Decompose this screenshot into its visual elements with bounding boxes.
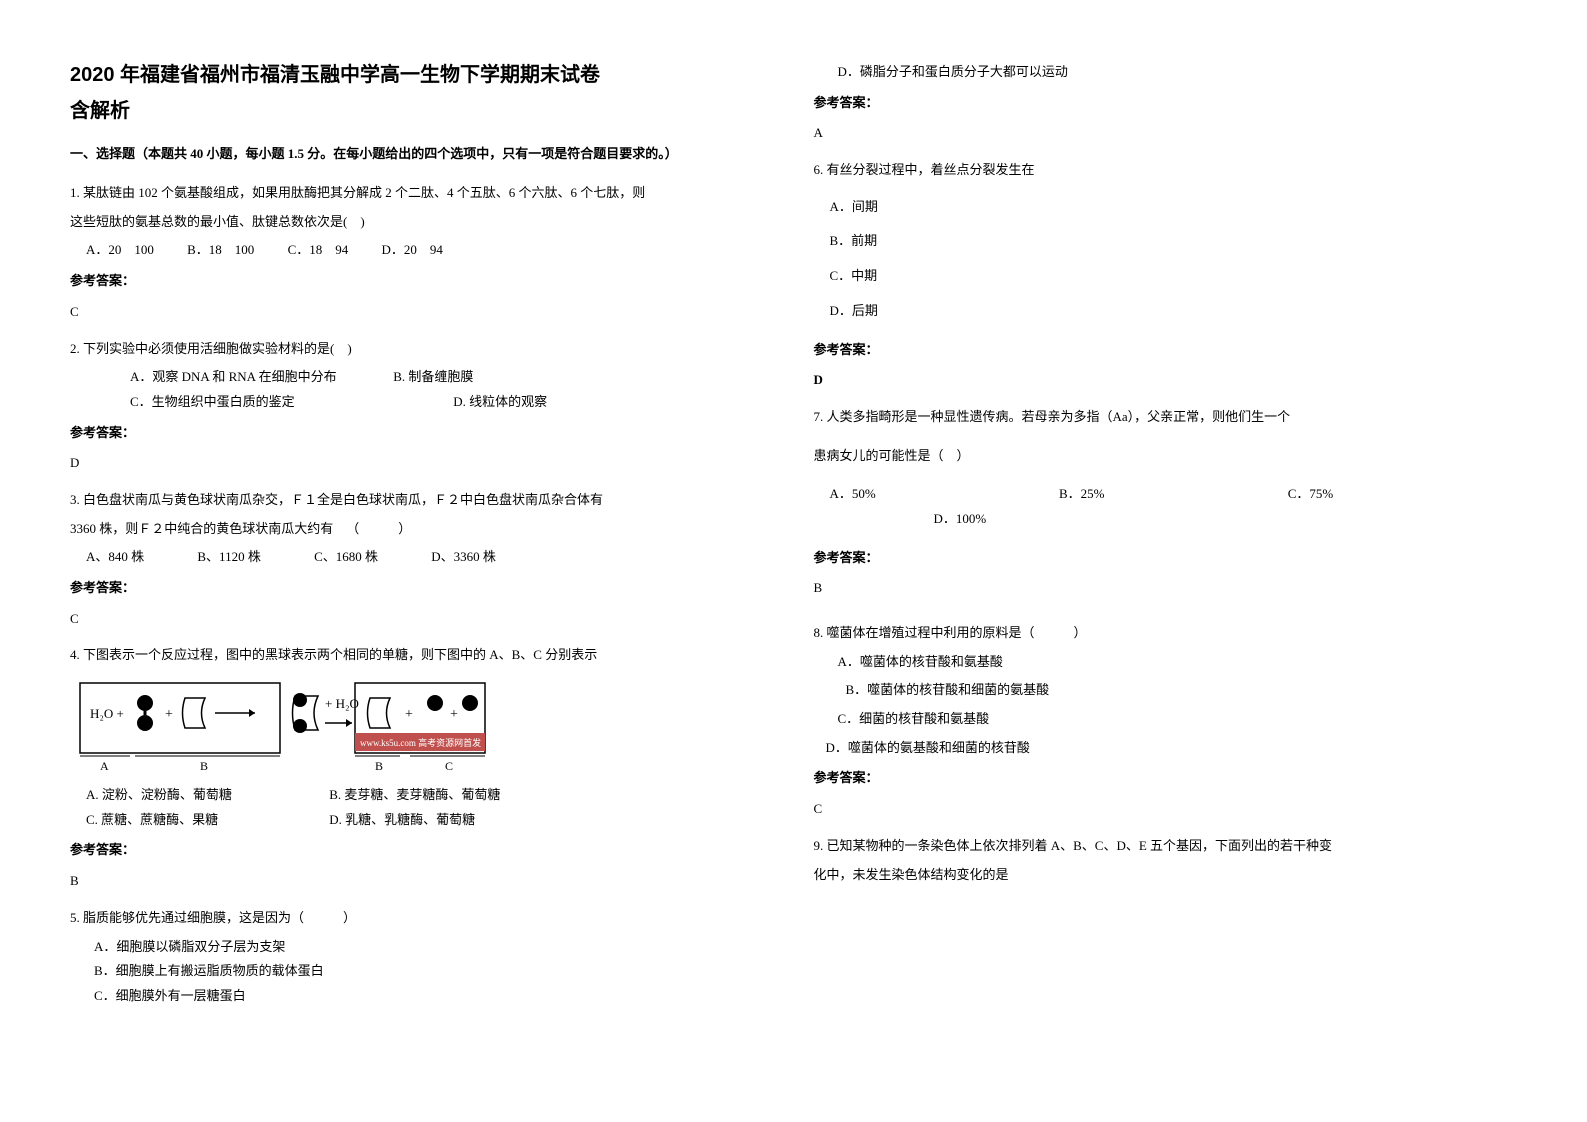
q8-opt-d: D．噬菌体的氨基酸和细菌的核苷酸: [814, 736, 1518, 761]
q1-options: A．20 100 B．18 100 C．18 94 D．20 94: [70, 238, 774, 263]
q3-text-2: 3360 株，则Ｆ２中纯合的黄色球状南瓜大约有 （ ）: [70, 517, 774, 542]
q5-opt-a: A．细胞膜以磷脂双分子层为支架: [94, 935, 774, 960]
question-5-start: 5. 脂质能够优先通过细胞膜，这是因为（ ） A．细胞膜以磷脂双分子层为支架 B…: [70, 906, 774, 1009]
q5-text: 5. 脂质能够优先通过细胞膜，这是因为（ ）: [70, 906, 774, 931]
q2-options-row1: A．观察 DNA 和 RNA 在细胞中分布 B. 制备缠胞膜: [70, 365, 774, 390]
question-4: 4. 下图表示一个反应过程，图中的黑球表示两个相同的单糖，则下图中的 A、B、C…: [70, 643, 774, 893]
question-9: 9. 已知某物种的一条染色体上依次排列着 A、B、C、D、E 五个基因，下面列出…: [814, 834, 1518, 887]
q1-opt-b: B．18 100: [187, 238, 254, 263]
q2-text: 2. 下列实验中必须使用活细胞做实验材料的是( ): [70, 337, 774, 362]
q9-text-1: 9. 已知某物种的一条染色体上依次排列着 A、B、C、D、E 五个基因，下面列出…: [814, 834, 1518, 859]
q2-opt-c: C．生物组织中蛋白质的鉴定: [130, 390, 390, 415]
svg-text:+: +: [165, 707, 173, 722]
q4-answer: B: [70, 869, 774, 894]
q8-opt-a: A．噬菌体的核苷酸和氨基酸: [814, 650, 1518, 675]
svg-text:B: B: [375, 759, 383, 773]
question-5-cont: D．磷脂分子和蛋白质分子大都可以运动 参考答案： A: [814, 60, 1518, 146]
q8-opt-b: B．噬菌体的核苷酸和细菌的氨基酸: [814, 678, 1518, 703]
q6-answer-label: 参考答案：: [814, 338, 1518, 363]
svg-text:www.ks5u.com 高考资源网首发: www.ks5u.com 高考资源网首发: [360, 737, 481, 748]
q1-opt-d: D．20 94: [381, 238, 442, 263]
q3-opt-d: D、3360 株: [431, 545, 496, 570]
question-6: 6. 有丝分裂过程中，着丝点分裂发生在 A．间期 B．前期 C．中期 D．后期 …: [814, 158, 1518, 393]
q3-opt-a: A、840 株: [86, 545, 144, 570]
question-8: 8. 噬菌体在增殖过程中利用的原料是（ ） A．噬菌体的核苷酸和氨基酸 B．噬菌…: [814, 621, 1518, 822]
q5-opt-c: C．细胞膜外有一层糖蛋白: [94, 984, 774, 1009]
q8-options: A．噬菌体的核苷酸和氨基酸 B．噬菌体的核苷酸和细菌的氨基酸 C．细菌的核苷酸和…: [814, 650, 1518, 761]
q8-answer-label: 参考答案：: [814, 766, 1518, 791]
q3-options: A、840 株 B、1120 株 C、1680 株 D、3360 株: [70, 545, 774, 570]
q8-text: 8. 噬菌体在增殖过程中利用的原料是（ ）: [814, 621, 1518, 646]
q7-answer: B: [814, 576, 1518, 601]
q1-answer: C: [70, 300, 774, 325]
q4-options-row1: A. 淀粉、淀粉酶、葡萄糖 B. 麦芽糖、麦芽糖酶、葡萄糖: [70, 783, 774, 808]
svg-text:+: +: [450, 707, 458, 722]
q4-opt-c: C. 蔗糖、蔗糖酶、果糖: [86, 808, 326, 833]
q7-opt-d: D．100%: [934, 511, 987, 526]
svg-text:B: B: [200, 759, 208, 773]
q7-answer-label: 参考答案：: [814, 546, 1518, 571]
q1-opt-a: A．20 100: [86, 238, 154, 263]
q4-opt-d: D. 乳糖、乳糖酶、葡萄糖: [329, 812, 475, 827]
svg-text:C: C: [445, 759, 453, 773]
q6-text: 6. 有丝分裂过程中，着丝点分裂发生在: [814, 158, 1518, 183]
q7-opt-a: A．50%: [830, 482, 876, 507]
q3-answer-label: 参考答案：: [70, 576, 774, 601]
q7-opt-c: C．75%: [1288, 482, 1334, 507]
q3-text-1: 3. 白色盘状南瓜与黄色球状南瓜杂交，Ｆ１全是白色球状南瓜，Ｆ２中白色盘状南瓜杂…: [70, 488, 774, 513]
q4-opt-b: B. 麦芽糖、麦芽糖酶、葡萄糖: [329, 787, 500, 802]
q6-options: A．间期 B．前期 C．中期 D．后期: [814, 195, 1518, 324]
section-1-header: 一、选择题（本题共 40 小题，每小题 1.5 分。在每小题给出的四个选项中，只…: [70, 143, 774, 165]
svg-text:+: +: [405, 707, 413, 722]
q1-text-2: 这些短肽的氨基总数的最小值、肽键总数依次是( ): [70, 210, 774, 235]
q4-diagram: H₂O + + + H₂O: [70, 678, 490, 773]
q6-answer: D: [814, 368, 1518, 393]
page-subtitle: 含解析: [70, 94, 774, 123]
q9-text-2: 化中，未发生染色体结构变化的是: [814, 863, 1518, 888]
q5-opt-b: B．细胞膜上有搬运脂质物质的载体蛋白: [94, 959, 774, 984]
q5-opt-d: D．磷脂分子和蛋白质分子大都可以运动: [838, 60, 1518, 85]
q2-opt-d: D. 线粒体的观察: [453, 390, 547, 415]
q7-opt-b: B．25%: [1059, 482, 1105, 507]
q4-opt-a: A. 淀粉、淀粉酶、葡萄糖: [86, 783, 326, 808]
q2-answer-label: 参考答案：: [70, 421, 774, 446]
q8-answer: C: [814, 797, 1518, 822]
q8-opt-c: C．细菌的核苷酸和氨基酸: [814, 707, 1518, 732]
svg-text:A: A: [100, 759, 109, 773]
page-title: 2020 年福建省福州市福清玉融中学高一生物下学期期末试卷: [70, 60, 774, 90]
q6-opt-b: B．前期: [814, 229, 1518, 254]
q1-answer-label: 参考答案：: [70, 269, 774, 294]
question-1: 1. 某肽链由 102 个氨基酸组成，如果用肽酶把其分解成 2 个二肽、4 个五…: [70, 181, 774, 324]
q3-opt-c: C、1680 株: [314, 545, 378, 570]
q7-options-row2: D．100%: [814, 507, 1518, 532]
q2-options-row2: C．生物组织中蛋白质的鉴定 D. 线粒体的观察: [70, 390, 774, 415]
q2-answer: D: [70, 451, 774, 476]
q7-text-1: 7. 人类多指畸形是一种显性遗传病。若母亲为多指（Aa），父亲正常，则他们生一个: [814, 405, 1518, 430]
q4-options-row2: C. 蔗糖、蔗糖酶、果糖 D. 乳糖、乳糖酶、葡萄糖: [70, 808, 774, 833]
diagram-h2o-left: H₂O +: [90, 706, 124, 721]
question-7: 7. 人类多指畸形是一种显性遗传病。若母亲为多指（Aa），父亲正常，则他们生一个…: [814, 405, 1518, 601]
q2-opt-a: A．观察 DNA 和 RNA 在细胞中分布: [130, 365, 390, 390]
q6-opt-d: D．后期: [814, 299, 1518, 324]
q2-opt-b: B. 制备缠胞膜: [393, 365, 653, 390]
q6-opt-a: A．间期: [814, 195, 1518, 220]
q3-answer: C: [70, 607, 774, 632]
q1-opt-c: C．18 94: [288, 238, 349, 263]
q4-text: 4. 下图表示一个反应过程，图中的黑球表示两个相同的单糖，则下图中的 A、B、C…: [70, 643, 774, 668]
q3-opt-b: B、1120 株: [197, 545, 260, 570]
question-2: 2. 下列实验中必须使用活细胞做实验材料的是( ) A．观察 DNA 和 RNA…: [70, 337, 774, 476]
question-3: 3. 白色盘状南瓜与黄色球状南瓜杂交，Ｆ１全是白色球状南瓜，Ｆ２中白色盘状南瓜杂…: [70, 488, 774, 631]
q7-options-row1: A．50% B．25% C．75%: [814, 482, 1518, 507]
q4-answer-label: 参考答案：: [70, 838, 774, 863]
q6-opt-c: C．中期: [814, 264, 1518, 289]
svg-text:+ H₂O: + H₂O: [325, 696, 359, 711]
q7-text-2: 患病女儿的可能性是（ ）: [814, 444, 1518, 469]
q1-text-1: 1. 某肽链由 102 个氨基酸组成，如果用肽酶把其分解成 2 个二肽、4 个五…: [70, 181, 774, 206]
q5-answer: A: [814, 121, 1518, 146]
q5-answer-label: 参考答案：: [814, 91, 1518, 116]
